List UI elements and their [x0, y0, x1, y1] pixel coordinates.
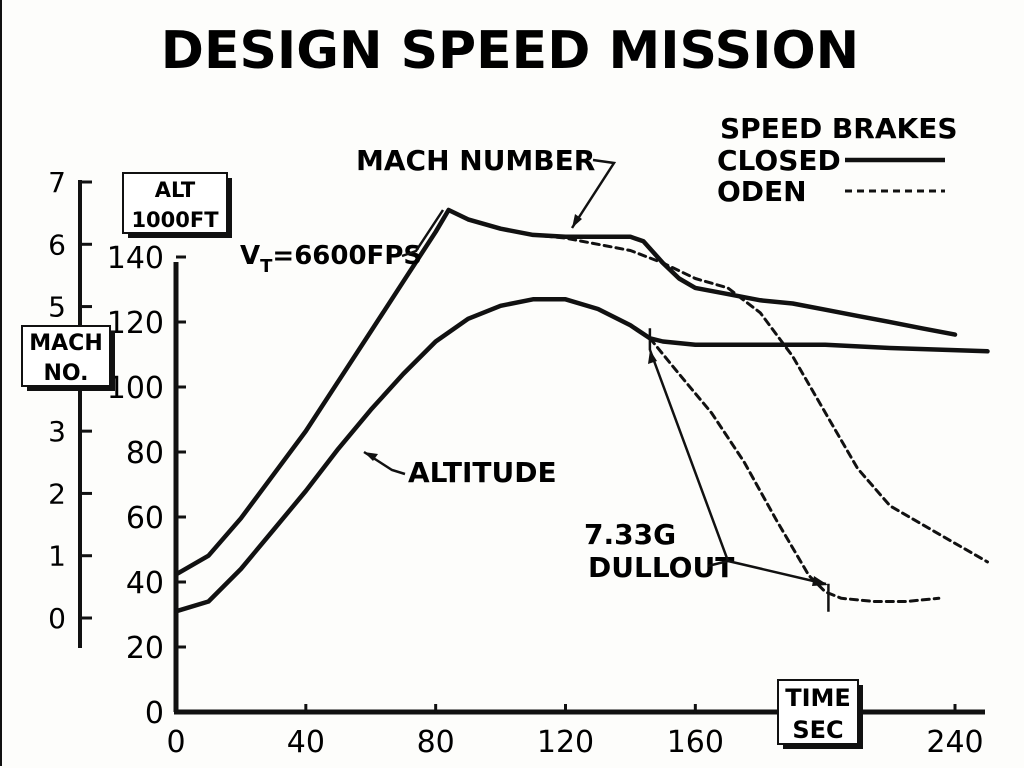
axis-label-line: NO. — [44, 361, 89, 386]
alt-tick-label: 40 — [126, 566, 164, 601]
mach-number-leader — [570, 158, 617, 229]
legend-title: SPEED BRAKES — [720, 112, 958, 145]
x-tick-label: 80 — [417, 725, 455, 760]
mach-tick-label: 5 — [48, 291, 66, 324]
alt-tick-label: 20 — [126, 631, 164, 666]
pullout-label-g: 7.33G — [584, 518, 676, 551]
mach-number-label: MACH NUMBER — [356, 144, 595, 177]
mach-tick-label: 1 — [48, 540, 66, 573]
mach-axis-label: MACH NO. — [21, 325, 115, 391]
alt-tick-label: 100 — [107, 371, 164, 406]
alt-tick-label: 80 — [126, 436, 164, 471]
mach-number-arrowhead — [572, 214, 582, 228]
axis-label-box — [777, 679, 859, 745]
pullout-arrowhead-closed — [648, 350, 657, 364]
pullout-arrowhead-open — [812, 576, 828, 586]
legend-entry-closed: CLOSED — [717, 144, 841, 177]
altitude-label: ALTITUDE — [408, 456, 557, 489]
axis-label-box — [122, 172, 228, 234]
altitude-open-line — [648, 336, 941, 603]
axis-label-line: 1000FT — [131, 208, 219, 232]
mach-tick-label: 0 — [48, 602, 66, 635]
alt-tick-label: 140 — [107, 241, 164, 276]
mach-tick-label: 2 — [48, 477, 66, 510]
axis-label-line: MACH — [29, 331, 102, 356]
altitude-axis-label: ALT 1000FT — [122, 172, 232, 238]
alt-tick-label: 0 — [145, 696, 164, 731]
altitude-arrowhead — [364, 452, 378, 461]
legend-entry-open: ODEN — [717, 175, 807, 208]
mach-tick-label: 6 — [48, 228, 66, 261]
x-tick-label: 240 — [926, 725, 983, 760]
alt-tick-label: 60 — [126, 501, 164, 536]
velocity-leader — [401, 209, 445, 258]
time-axis-label: TIME SEC — [777, 679, 863, 749]
axis-label-line: SEC — [792, 716, 843, 744]
mach-number-closed-line — [173, 207, 958, 577]
mach-tick-label: 7 — [48, 166, 66, 199]
tick-labels-group: 0408012016024001234567020406080100120140 — [48, 166, 983, 760]
alt-tick-label: 120 — [107, 306, 164, 341]
mach-tick-label: 3 — [48, 415, 66, 448]
x-tick-label: 120 — [537, 725, 594, 760]
altitude-closed-line — [173, 297, 990, 614]
annotations-group: ALT 1000FT MACH NO. TIME SEC MACH NUMBER VT=660… — [21, 144, 863, 749]
axes-group — [78, 180, 985, 715]
pullout-leader-open — [727, 559, 827, 586]
x-tick-label: 40 — [287, 725, 325, 760]
axis-label-line: TIME — [785, 684, 851, 712]
axis-label-line: ALT — [155, 178, 196, 202]
velocity-label: VT=6600FPS — [240, 241, 422, 277]
pullout-label-text: DULLOUT — [588, 551, 734, 584]
series-group — [173, 207, 990, 614]
mach-number-open-line — [531, 233, 989, 564]
x-tick-label: 0 — [166, 725, 185, 760]
axis-label-box — [21, 325, 111, 387]
chart-title: DESIGN SPEED MISSION — [161, 21, 859, 81]
x-tick-label: 160 — [667, 725, 724, 760]
